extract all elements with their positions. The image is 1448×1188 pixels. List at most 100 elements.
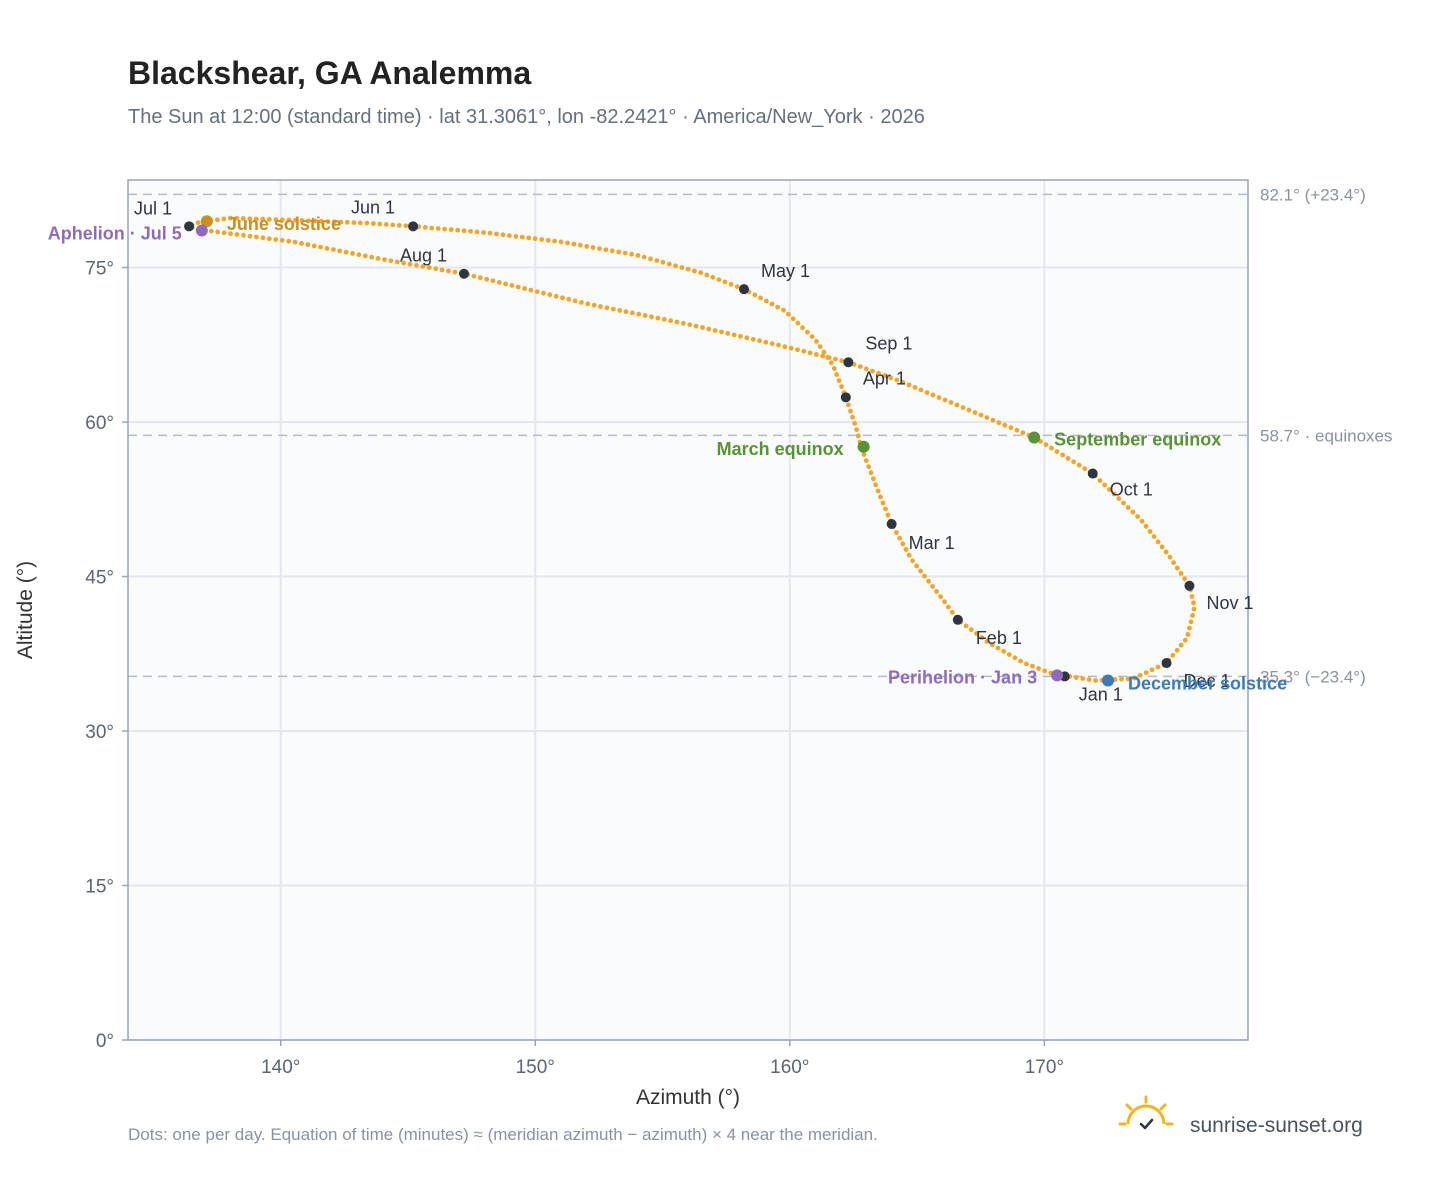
daily-dot: [942, 397, 948, 403]
daily-dot: [208, 228, 214, 234]
daily-dot: [888, 375, 894, 381]
month-label: Mar 1: [909, 533, 955, 553]
daily-dot: [382, 257, 387, 262]
daily-dot: [452, 269, 458, 275]
daily-dot: [834, 372, 840, 377]
daily-dot: [1014, 427, 1020, 433]
daily-dot: [1107, 487, 1112, 492]
daily-dot: [1042, 668, 1048, 674]
daily-dot: [553, 293, 559, 299]
daily-dot: [377, 221, 383, 227]
daily-dot: [1097, 478, 1103, 483]
daily-dot: [968, 627, 974, 633]
daily-dot: [547, 292, 553, 298]
event-marker: [200, 215, 213, 228]
daily-dot: [394, 259, 400, 265]
daily-dot: [836, 378, 842, 383]
daily-dot: [351, 220, 357, 226]
daily-dot: [757, 338, 762, 344]
daily-dot: [1012, 655, 1018, 661]
daily-dot: [1036, 666, 1041, 671]
daily-dot: [435, 226, 441, 231]
daily-dot: [471, 273, 477, 279]
event-markers: June solstice Aphelion · Jul 5 March equin…: [48, 214, 1287, 693]
daily-sun-positions: [189, 215, 1197, 683]
daily-dot: [648, 256, 653, 262]
daily-dot: [390, 222, 396, 228]
month-label: Jan 1: [1079, 684, 1123, 704]
daily-dot: [622, 250, 628, 256]
daily-dot: [728, 281, 734, 287]
daily-dot: [978, 412, 984, 418]
daily-dot: [875, 488, 881, 494]
footnote: Dots: one per day. Equation of time (min…: [128, 1125, 878, 1144]
daily-dot: [396, 223, 402, 228]
daily-dot: [990, 417, 996, 423]
daily-dot: [481, 230, 486, 235]
daily-dot: [782, 344, 788, 350]
daily-dot: [319, 218, 324, 224]
daily-dot: [311, 243, 317, 249]
daily-dot: [383, 222, 389, 227]
daily-dot: [752, 292, 758, 298]
daily-dot: [692, 268, 697, 274]
daily-dot: [273, 217, 279, 223]
daily-dot: [318, 244, 323, 250]
daily-dot: [522, 286, 527, 291]
daily-dot: [894, 530, 899, 535]
daily-dot: [369, 254, 375, 260]
daily-dot: [490, 278, 496, 284]
daily-dot: [984, 415, 990, 420]
daily-dot: [507, 233, 512, 239]
daily-dot: [221, 216, 227, 222]
event-label: September equinox: [1054, 429, 1221, 449]
daily-dot: [649, 314, 654, 320]
reference-line-label: 35.3° (−23.4°): [1260, 667, 1366, 686]
daily-dot: [926, 578, 931, 584]
y-tick-label: 75°: [85, 259, 114, 280]
daily-dot: [446, 268, 451, 274]
daily-dot: [1182, 637, 1188, 643]
daily-dot: [1187, 625, 1192, 631]
daily-dot: [623, 309, 629, 315]
daily-dot: [885, 512, 891, 518]
daily-dot: [598, 304, 603, 309]
daily-dot: [455, 227, 461, 233]
daily-dot: [635, 253, 641, 258]
daily-dot: [930, 392, 936, 398]
month-marker: [184, 221, 195, 232]
daily-dot: [870, 368, 875, 374]
daily-dot: [375, 256, 381, 261]
daily-dot: [1119, 676, 1124, 682]
daily-dot: [286, 217, 292, 223]
daily-dot: [854, 427, 859, 432]
daily-dot: [519, 234, 525, 240]
daily-dot: [922, 573, 927, 579]
event-marker: [1051, 669, 1064, 682]
daily-dot: [1189, 594, 1195, 599]
daily-dot: [850, 414, 855, 420]
daily-dot: [1076, 462, 1082, 468]
y-axis-ticks: 0° 15° 30° 45° 60° 75°: [85, 259, 128, 1052]
daily-dot: [513, 234, 519, 239]
daily-dot: [401, 260, 407, 266]
daily-dot: [496, 280, 502, 285]
daily-dot: [825, 355, 830, 360]
daily-dot: [448, 227, 454, 233]
daily-dot: [1111, 491, 1117, 497]
reference-line-label: 82.1° (+23.4°): [1260, 185, 1366, 204]
daily-dot: [234, 232, 240, 237]
event-label: Perihelion · Jan 3: [888, 667, 1037, 687]
daily-dot: [228, 231, 234, 237]
sun-logo-icon: [1118, 1095, 1174, 1130]
daily-dot: [1018, 658, 1023, 664]
daily-dot: [763, 339, 769, 345]
daily-dot: [332, 219, 337, 225]
daily-dot: [253, 216, 259, 222]
daily-dot: [1167, 554, 1173, 560]
daily-dot: [358, 220, 363, 226]
daily-dot: [1043, 442, 1049, 448]
daily-dot: [280, 217, 285, 223]
daily-dot: [299, 218, 305, 223]
